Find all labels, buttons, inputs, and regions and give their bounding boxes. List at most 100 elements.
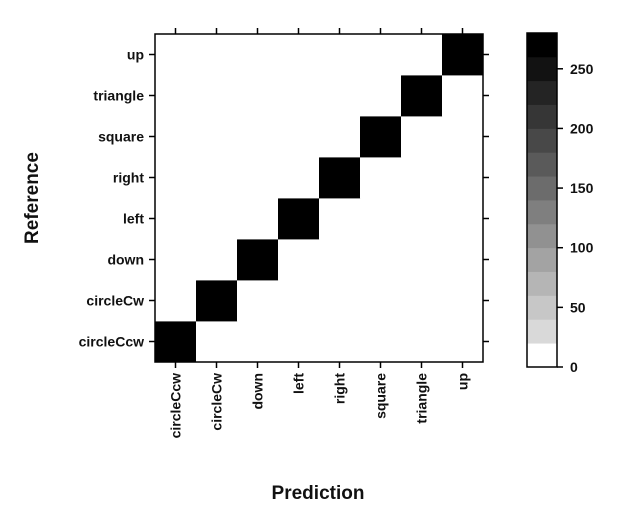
heatmap-cell-left-left	[278, 198, 320, 240]
heatmap-cell-down-triangle	[401, 239, 443, 281]
colorbar-segment	[527, 176, 557, 201]
heatmap-cell-triangle-down	[237, 75, 279, 117]
heatmap-cell-circleCcw-down	[237, 321, 279, 363]
heatmap-cell-circleCw-circleCcw	[155, 280, 197, 322]
heatmap-cell-circleCw-triangle	[401, 280, 443, 322]
y-tick-label: circleCw	[86, 293, 144, 309]
heatmap-cell-right-right	[319, 157, 361, 199]
y-axis-title: Reference	[22, 152, 43, 244]
colorbar	[527, 33, 557, 368]
x-axis-title: Prediction	[272, 483, 365, 504]
heatmap-cell-left-up	[442, 198, 484, 240]
heatmap-cell-circleCcw-up	[442, 321, 484, 363]
x-tick-label: circleCw	[209, 373, 225, 431]
colorbar-segment	[527, 343, 557, 368]
heatmap-cell-circleCcw-circleCcw	[155, 321, 197, 363]
colorbar-ticks: 0 50 100 150 200 250	[557, 61, 594, 375]
colorbar-tick-label: 50	[570, 299, 586, 315]
heatmap-cell-left-circleCcw	[155, 198, 197, 240]
heatmap-cell-triangle-square	[360, 75, 402, 117]
heatmap-cell-left-circleCw	[196, 198, 238, 240]
colorbar-segment	[527, 200, 557, 225]
heatmap-cell-up-triangle	[401, 34, 443, 76]
y-tick-label: left	[123, 211, 144, 227]
heatmap-cell-square-circleCcw	[155, 116, 197, 158]
x-tick-label: left	[291, 373, 307, 394]
heatmap-cell-left-right	[319, 198, 361, 240]
colorbar-segment	[527, 223, 557, 249]
heatmap-cell-up-square	[360, 34, 402, 76]
colorbar-segment	[527, 319, 557, 344]
heatmap-cell-square-triangle	[401, 116, 443, 158]
heatmap-cell-triangle-circleCw	[196, 75, 238, 117]
heatmap-cells	[155, 34, 484, 363]
heatmap-cell-circleCw-square	[360, 280, 402, 322]
colorbar-segment	[527, 56, 557, 82]
axis-ticks	[149, 28, 489, 368]
heatmap-cell-circleCw-down	[237, 280, 279, 322]
heatmap-cell-up-right	[319, 34, 361, 76]
heatmap-cell-down-left	[278, 239, 320, 281]
heatmap-cell-circleCcw-right	[319, 321, 361, 363]
colorbar-segment	[527, 247, 557, 272]
heatmap-cell-left-triangle	[401, 198, 443, 240]
heatmap-cell-circleCw-left	[278, 280, 320, 322]
x-tick-label: circleCcw	[168, 373, 184, 438]
heatmap-cell-right-circleCw	[196, 157, 238, 199]
y-tick-label: triangle	[93, 88, 144, 104]
heatmap-cell-circleCw-up	[442, 280, 484, 322]
heatmap-cell-right-square	[360, 157, 402, 199]
heatmap-cell-circleCcw-triangle	[401, 321, 443, 363]
colorbar-border	[526, 32, 558, 368]
heatmap-cell-square-right	[319, 116, 361, 158]
heatmap-cell-square-square	[360, 116, 402, 158]
heatmap-cell-circleCw-circleCw	[196, 280, 238, 322]
y-tick-label: right	[113, 170, 144, 186]
y-tick-label: square	[98, 129, 144, 145]
heatmap-cell-right-circleCcw	[155, 157, 197, 199]
heatmap-cell-triangle-circleCcw	[155, 75, 197, 117]
heatmap-cell-down-right	[319, 239, 361, 281]
colorbar-tick-label: 0	[570, 359, 578, 375]
colorbar-segment	[527, 33, 557, 58]
heatmap-cell-up-circleCw	[196, 34, 238, 76]
x-tick-label: triangle	[414, 373, 430, 424]
heatmap-cell-right-triangle	[401, 157, 443, 199]
heatmap-cell-down-down	[237, 239, 279, 281]
x-tick-label: square	[373, 373, 389, 419]
heatmap-cell-down-circleCcw	[155, 239, 197, 281]
heatmap-cell-triangle-triangle	[401, 75, 443, 117]
heatmap-cell-square-down	[237, 116, 279, 158]
heatmap-cell-down-square	[360, 239, 402, 281]
colorbar-tick-label: 150	[570, 180, 594, 196]
colorbar-segment	[527, 80, 557, 105]
heatmap-cell-up-up	[442, 34, 484, 76]
y-tick-labels: circleCcw circleCw down left right square tria…	[79, 47, 145, 350]
x-tick-label: down	[250, 373, 266, 410]
heatmap-cell-right-up	[442, 157, 484, 199]
colorbar-tick-label: 250	[570, 61, 594, 77]
heatmap-cell-triangle-right	[319, 75, 361, 117]
heatmap-cell-down-up	[442, 239, 484, 281]
heatmap-cell-down-circleCw	[196, 239, 238, 281]
heatmap-cell-right-left	[278, 157, 320, 199]
heatmap-cell-circleCw-right	[319, 280, 361, 322]
heatmap-cell-square-left	[278, 116, 320, 158]
heatmap-cell-circleCcw-square	[360, 321, 402, 363]
heatmap-cell-right-down	[237, 157, 279, 199]
x-tick-label: right	[332, 373, 348, 404]
heatmap-cell-up-circleCcw	[155, 34, 197, 76]
heatmap-cell-triangle-up	[442, 75, 484, 117]
x-tick-labels: circleCcw circleCw down left right square tria…	[168, 373, 471, 439]
heatmap-cell-triangle-left	[278, 75, 320, 117]
plot-panel-border	[154, 33, 484, 363]
colorbar-segment	[527, 152, 557, 177]
heatmap-cell-up-left	[278, 34, 320, 76]
heatmap-cell-left-down	[237, 198, 279, 240]
heatmap-cell-square-circleCw	[196, 116, 238, 158]
heatmap-cell-square-up	[442, 116, 484, 158]
y-tick-label: up	[127, 47, 144, 63]
heatmap-cell-circleCcw-circleCw	[196, 321, 238, 363]
heatmap-cell-up-down	[237, 34, 279, 76]
